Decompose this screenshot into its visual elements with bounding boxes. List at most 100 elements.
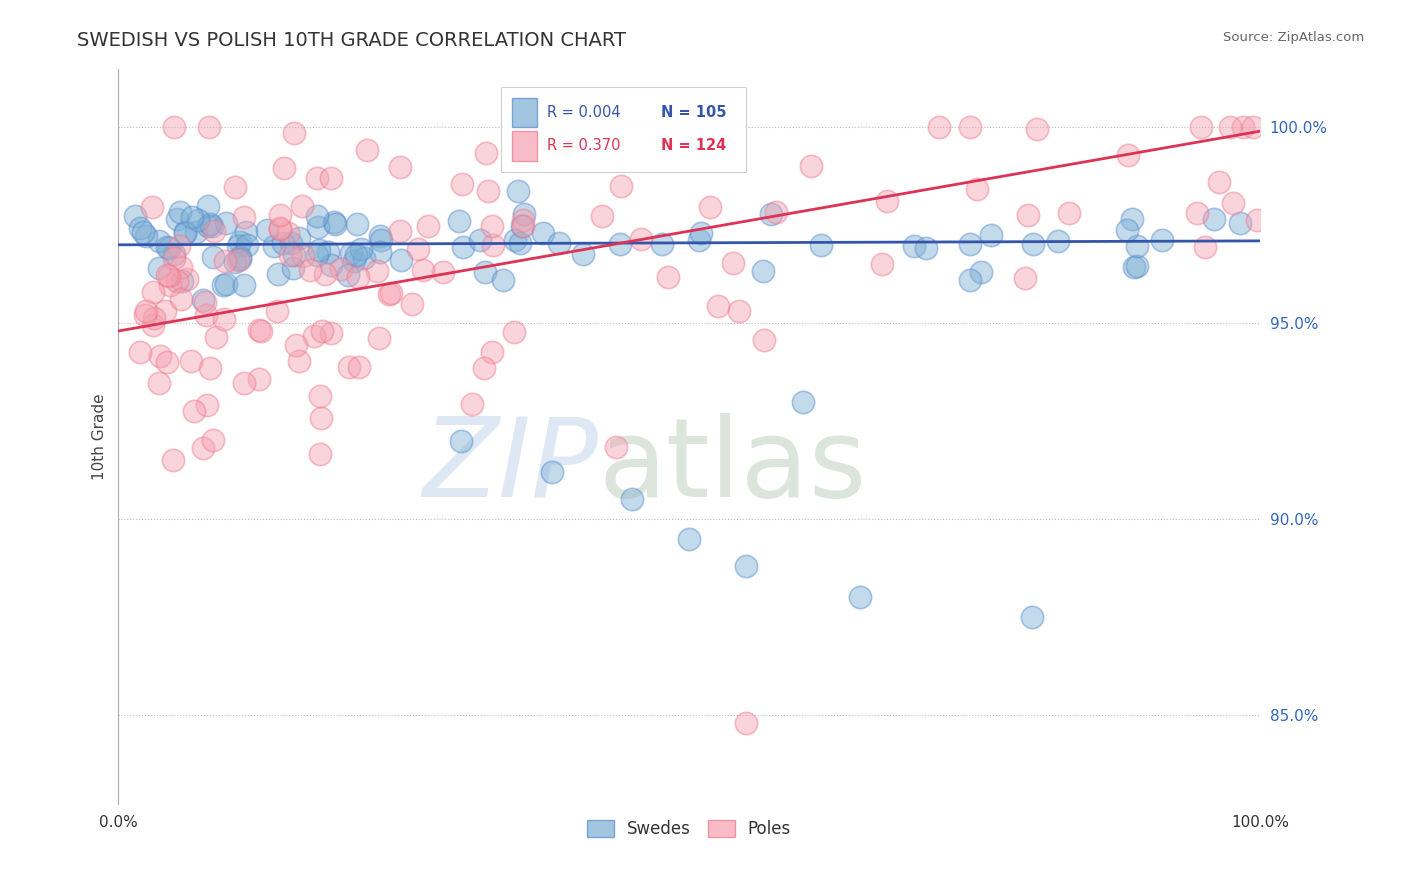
Point xyxy=(728,304,751,318)
Point xyxy=(735,559,758,574)
Point xyxy=(195,398,218,412)
Point xyxy=(322,215,344,229)
Point xyxy=(1187,206,1209,220)
Point xyxy=(416,219,439,233)
Point xyxy=(380,286,402,301)
Point xyxy=(432,265,454,279)
Point xyxy=(193,441,215,455)
Point xyxy=(205,330,228,344)
Point xyxy=(959,273,981,287)
Point xyxy=(388,160,411,174)
Point xyxy=(235,238,257,252)
Point xyxy=(229,235,252,250)
Point xyxy=(201,250,224,264)
Point xyxy=(195,309,218,323)
Point xyxy=(503,326,526,340)
Point xyxy=(314,267,336,281)
Point xyxy=(366,264,388,278)
Point xyxy=(202,224,225,238)
Point xyxy=(1208,175,1230,189)
Point xyxy=(278,248,301,262)
Point xyxy=(1017,208,1039,222)
Point xyxy=(928,120,950,135)
Point xyxy=(377,286,399,301)
Point xyxy=(329,261,352,276)
Point xyxy=(307,219,329,234)
Point xyxy=(959,120,981,135)
Point xyxy=(610,178,633,193)
Point xyxy=(233,277,256,292)
Point xyxy=(678,532,700,546)
Point xyxy=(657,270,679,285)
Point xyxy=(215,277,238,291)
Point xyxy=(163,120,186,135)
Text: R = 0.004: R = 0.004 xyxy=(547,105,620,120)
Point xyxy=(872,257,894,271)
Point xyxy=(233,210,256,224)
Point xyxy=(699,200,721,214)
Point xyxy=(180,354,202,368)
Point xyxy=(810,237,832,252)
Point xyxy=(288,354,311,368)
Point xyxy=(284,337,307,351)
Point xyxy=(506,184,529,198)
Point xyxy=(170,293,193,307)
Point xyxy=(337,359,360,374)
Point xyxy=(309,389,332,403)
Point xyxy=(305,248,328,262)
Point xyxy=(155,268,177,283)
Point xyxy=(148,376,170,391)
Point xyxy=(752,263,775,277)
Point xyxy=(266,304,288,318)
Point xyxy=(224,180,246,194)
Point xyxy=(169,205,191,219)
Point xyxy=(621,492,644,507)
Point xyxy=(1222,196,1244,211)
Point xyxy=(142,285,165,300)
Point xyxy=(651,237,673,252)
Point xyxy=(201,433,224,447)
Legend: Swedes, Poles: Swedes, Poles xyxy=(581,813,797,845)
Point xyxy=(308,447,330,461)
Point xyxy=(135,303,157,318)
Point xyxy=(1126,260,1149,274)
Point xyxy=(149,349,172,363)
Point xyxy=(350,242,373,256)
Point xyxy=(903,239,925,253)
Point xyxy=(1116,148,1139,162)
Point xyxy=(800,159,823,173)
Point xyxy=(263,239,285,253)
Point xyxy=(156,240,179,254)
Point xyxy=(163,247,186,261)
Point xyxy=(194,294,217,309)
Point xyxy=(1026,121,1049,136)
Point xyxy=(969,264,991,278)
Point xyxy=(512,213,534,227)
Point xyxy=(159,277,181,292)
Point xyxy=(224,255,246,269)
Point xyxy=(308,244,330,258)
Point xyxy=(180,210,202,224)
Point xyxy=(721,256,744,270)
Point xyxy=(283,126,305,140)
Point xyxy=(347,359,370,374)
Point xyxy=(591,209,613,223)
Point xyxy=(183,404,205,418)
Point xyxy=(269,208,291,222)
Point xyxy=(186,225,208,239)
Point xyxy=(468,234,491,248)
Point xyxy=(215,216,238,230)
Point xyxy=(344,247,367,261)
Point xyxy=(754,333,776,347)
Text: ZIP: ZIP xyxy=(422,413,598,520)
Point xyxy=(323,217,346,231)
Point xyxy=(477,185,499,199)
Point xyxy=(247,372,270,386)
Point xyxy=(914,241,936,255)
Point xyxy=(966,182,988,196)
Point xyxy=(232,376,254,390)
Point xyxy=(269,220,291,235)
Point xyxy=(229,250,252,264)
Point xyxy=(605,440,627,454)
Point xyxy=(765,205,787,219)
